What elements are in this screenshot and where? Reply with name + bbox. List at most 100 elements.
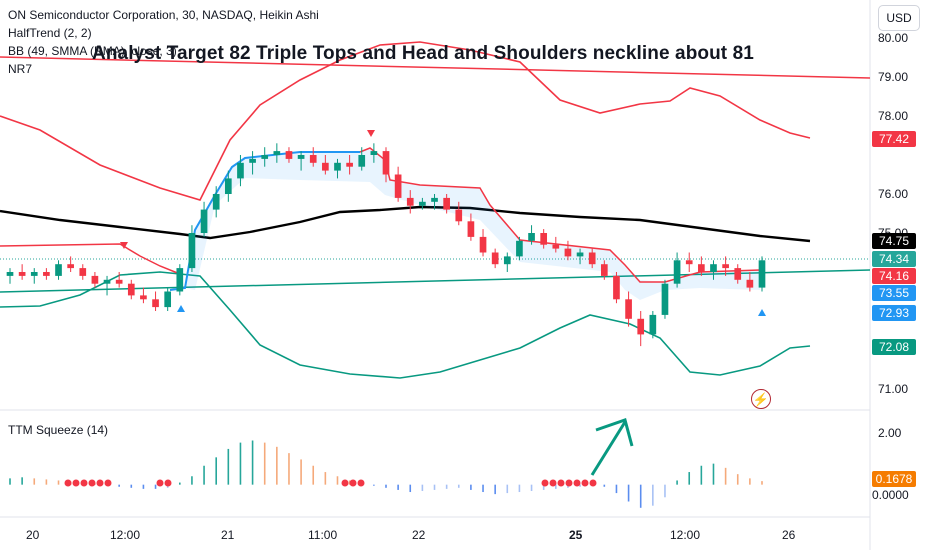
bb-basis-line — [0, 205, 811, 243]
halftrend-legend: HalfTrend (2, 2) — [8, 26, 92, 40]
candle-body — [419, 201, 426, 206]
candle-body — [176, 268, 184, 292]
price-axis-label: 76.00 — [878, 187, 909, 201]
halftrend-sell-arrow — [367, 130, 375, 137]
candle-body — [237, 162, 244, 179]
candle-body — [249, 158, 256, 163]
candle-body — [552, 244, 560, 249]
candle-body — [43, 272, 50, 276]
candle-body — [540, 233, 548, 245]
candle-body — [127, 283, 135, 296]
price-axis-label: 71.00 — [878, 382, 909, 396]
candle-body — [467, 221, 475, 237]
chart-annotation-headline: Analyst Target 82 Triple Tops and Head a… — [92, 43, 754, 64]
candle-body — [673, 260, 681, 284]
candle-body — [188, 233, 196, 269]
currency-button[interactable]: USD — [878, 5, 920, 31]
candle-body — [358, 155, 366, 167]
candle-body — [491, 252, 499, 265]
squeeze-on-dot — [589, 479, 597, 487]
candle-body — [382, 151, 390, 175]
squeeze-on-dot — [549, 479, 557, 487]
price-tag-halftrend: 74.16 — [872, 268, 916, 284]
candle-body — [334, 162, 341, 171]
candle-body — [600, 264, 608, 276]
price-axis-label: 79.00 — [878, 70, 909, 84]
candle-body — [516, 240, 523, 257]
candle-body — [637, 318, 645, 335]
squeeze-on-dot — [156, 479, 164, 487]
squeeze-on-dot — [72, 479, 80, 487]
squeeze-on-dot — [104, 479, 112, 487]
squeeze-on-dot — [341, 479, 349, 487]
candle-body — [140, 295, 147, 300]
time-axis-label: 26 — [782, 528, 796, 542]
candle-body — [394, 174, 402, 198]
candle-body — [588, 252, 596, 265]
candle-body — [164, 291, 172, 308]
candle-body — [613, 275, 620, 300]
halftrend-sell-arrow — [120, 242, 128, 249]
candle-body — [685, 260, 693, 265]
squeeze-on-dot — [541, 479, 549, 487]
squeeze-on-dot — [565, 479, 573, 487]
neckline-trendline — [0, 56, 871, 79]
time-axis-label: 11:00 — [308, 528, 338, 542]
candle-body — [261, 155, 269, 159]
halftrend-early-line — [0, 243, 181, 275]
squeeze-on-dot — [164, 479, 172, 487]
candle-body — [152, 299, 159, 308]
squeeze-value-tag: 0.1678 — [872, 471, 916, 487]
candle-body — [406, 197, 414, 206]
candle-body — [115, 279, 123, 284]
price-tag-bb-upper: 77.42 — [872, 131, 916, 147]
time-axis-label: 12:00 — [670, 528, 701, 542]
squeeze-on-dot — [80, 479, 88, 487]
candle-body — [297, 155, 305, 159]
candle-body — [30, 272, 38, 276]
candle-body — [79, 268, 87, 276]
price-tag-bb-basis: 74.75 — [872, 233, 916, 249]
candle-body — [322, 162, 329, 171]
price-tag-last: 74.34 — [872, 251, 916, 267]
candle-body — [698, 264, 705, 272]
candle-body — [18, 272, 26, 276]
halftrend-band — [185, 148, 760, 300]
candle-body — [576, 252, 584, 257]
candle-body — [722, 264, 729, 269]
halftrend-buy-arrow — [177, 305, 185, 312]
candle-body — [6, 272, 14, 276]
symbol-legend: ON Semiconductor Corporation, 30, NASDAQ… — [8, 8, 319, 22]
price-tag-trend-low: 73.55 — [872, 285, 916, 301]
candle-body — [346, 162, 353, 167]
squeeze-on-dot — [573, 479, 581, 487]
candle-body — [431, 197, 438, 202]
ttm-squeeze-legend: TTM Squeeze (14) — [8, 423, 109, 437]
squeeze-on-dot — [557, 479, 565, 487]
candle-body — [200, 209, 208, 233]
candle-body — [91, 275, 99, 284]
squeeze-axis-label: 2.00 — [878, 426, 902, 440]
bb-legend: BB (49, SMMA (RMA), close, 3) — [8, 44, 177, 58]
price-tag-stop: 72.93 — [872, 305, 916, 321]
bb-upper-line — [0, 41, 811, 201]
bb-lower-line — [0, 271, 811, 379]
candle-body — [443, 197, 450, 210]
annotation-arrow-head — [595, 418, 634, 447]
candle-body — [309, 155, 317, 163]
candle-body — [734, 268, 742, 280]
support-trendline — [0, 269, 871, 293]
candle-body — [758, 260, 766, 288]
candle-body — [625, 299, 632, 319]
lightning-icon[interactable]: ⚡ — [751, 389, 771, 409]
candle-body — [528, 233, 535, 241]
squeeze-axis-label: 0.0000 — [872, 488, 909, 502]
candle-body — [503, 256, 511, 265]
price-axis-label: 80.00 — [878, 31, 909, 45]
squeeze-on-dot — [96, 479, 104, 487]
candle-body — [103, 279, 111, 284]
candle-body — [479, 236, 487, 253]
time-axis-label: 25 — [569, 528, 583, 542]
time-axis-label: 21 — [221, 528, 235, 542]
